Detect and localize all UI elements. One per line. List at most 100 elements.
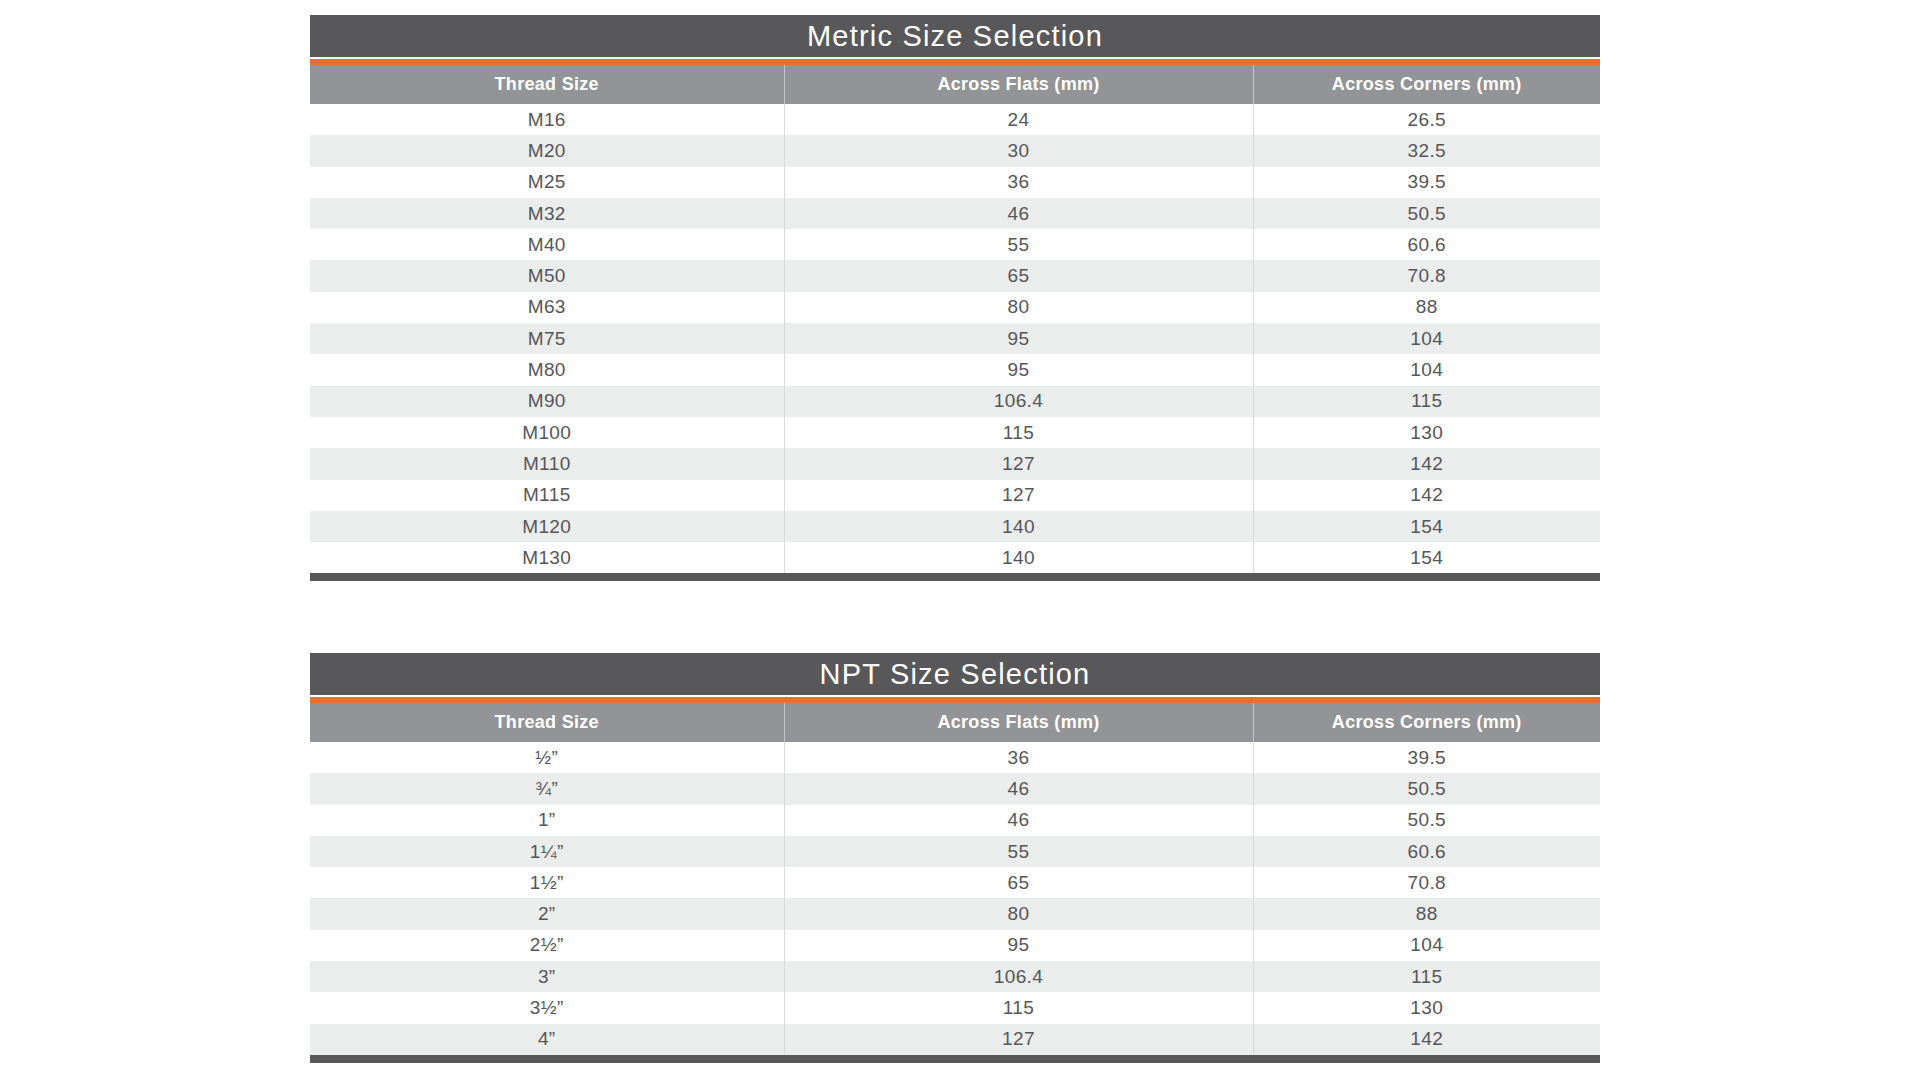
table-row: 1½”6570.8 [310, 867, 1600, 898]
table-cell: 46 [784, 773, 1253, 804]
column-header: Across Flats (mm) [784, 65, 1253, 104]
table-cell: 127 [784, 1024, 1253, 1055]
table-cell: 80 [784, 898, 1253, 929]
table-cell: 95 [784, 354, 1253, 385]
header-row: Thread SizeAcross Flats (mm)Across Corne… [310, 703, 1600, 742]
npt-table-grid: Thread SizeAcross Flats (mm)Across Corne… [310, 703, 1600, 1055]
table-cell: 127 [784, 448, 1253, 479]
table-cell: 60.6 [1253, 836, 1600, 867]
npt-table-header-row: Thread SizeAcross Flats (mm)Across Corne… [310, 703, 1600, 742]
table-cell: ¾” [310, 773, 784, 804]
table-cell: 80 [784, 292, 1253, 323]
table-row: 4”127142 [310, 1024, 1600, 1055]
table-cell: 154 [1253, 542, 1600, 573]
table-cell: 115 [784, 992, 1253, 1023]
table-cell: 60.6 [1253, 229, 1600, 260]
table-cell: 46 [784, 198, 1253, 229]
table-cell: 106.4 [784, 386, 1253, 417]
table-cell: 55 [784, 229, 1253, 260]
table-row: ¾”4650.5 [310, 773, 1600, 804]
table-cell: M115 [310, 480, 784, 511]
table-row: M638088 [310, 292, 1600, 323]
table-cell: 65 [784, 867, 1253, 898]
table-cell: 4” [310, 1024, 784, 1055]
table-cell: 32.5 [1253, 135, 1600, 166]
table-row: M7595104 [310, 323, 1600, 354]
table-cell: M80 [310, 354, 784, 385]
table-cell: 104 [1253, 323, 1600, 354]
table-cell: 50.5 [1253, 198, 1600, 229]
npt-table-title: NPT Size Selection [820, 660, 1091, 689]
table-cell: 50.5 [1253, 773, 1600, 804]
table-cell: 24 [784, 104, 1253, 135]
metric-size-table: Metric Size Selection Thread SizeAcross … [310, 15, 1600, 581]
table-bottom-bar [310, 1055, 1600, 1063]
table-row: 3”106.4115 [310, 961, 1600, 992]
table-cell: M50 [310, 260, 784, 291]
table-cell: 104 [1253, 930, 1600, 961]
table-cell: 46 [784, 805, 1253, 836]
table-cell: 1” [310, 805, 784, 836]
table-cell: 127 [784, 480, 1253, 511]
column-header: Across Corners (mm) [1253, 703, 1600, 742]
table-cell: 70.8 [1253, 867, 1600, 898]
table-row: ½”3639.5 [310, 742, 1600, 773]
table-cell: 50.5 [1253, 805, 1600, 836]
metric-table-title-bar: Metric Size Selection [310, 15, 1600, 59]
table-cell: 142 [1253, 448, 1600, 479]
table-cell: 88 [1253, 898, 1600, 929]
table-cell: M75 [310, 323, 784, 354]
table-row: M506570.8 [310, 260, 1600, 291]
table-cell: M16 [310, 104, 784, 135]
column-header: Thread Size [310, 65, 784, 104]
table-cell: M32 [310, 198, 784, 229]
table-cell: 88 [1253, 292, 1600, 323]
table-cell: 140 [784, 511, 1253, 542]
table-row: M130140154 [310, 542, 1600, 573]
table-cell: 3½” [310, 992, 784, 1023]
table-row: 2½”95104 [310, 930, 1600, 961]
table-row: M405560.6 [310, 229, 1600, 260]
table-cell: 154 [1253, 511, 1600, 542]
table-cell: 26.5 [1253, 104, 1600, 135]
table-bottom-bar [310, 573, 1600, 581]
table-row: 3½”115130 [310, 992, 1600, 1023]
table-cell: 115 [1253, 386, 1600, 417]
table-cell: 2” [310, 898, 784, 929]
table-cell: M20 [310, 135, 784, 166]
metric-table-title: Metric Size Selection [807, 22, 1103, 51]
table-cell: 115 [784, 417, 1253, 448]
table-cell: 95 [784, 323, 1253, 354]
table-cell: 104 [1253, 354, 1600, 385]
table-cell: 115 [1253, 961, 1600, 992]
metric-table-grid: Thread SizeAcross Flats (mm)Across Corne… [310, 65, 1600, 573]
table-cell: 70.8 [1253, 260, 1600, 291]
npt-size-table: NPT Size Selection Thread SizeAcross Fla… [310, 653, 1600, 1063]
table-row: M203032.5 [310, 135, 1600, 166]
table-cell: ½” [310, 742, 784, 773]
table-cell: M130 [310, 542, 784, 573]
table-cell: 1½” [310, 867, 784, 898]
table-cell: 142 [1253, 1024, 1600, 1055]
table-cell: 39.5 [1253, 742, 1600, 773]
table-row: M110127142 [310, 448, 1600, 479]
table-cell: 30 [784, 135, 1253, 166]
table-cell: 130 [1253, 417, 1600, 448]
table-row: M90106.4115 [310, 386, 1600, 417]
table-cell: M110 [310, 448, 784, 479]
table-cell: 95 [784, 930, 1253, 961]
table-cell: 55 [784, 836, 1253, 867]
table-row: M324650.5 [310, 198, 1600, 229]
table-row: M8095104 [310, 354, 1600, 385]
npt-table-body: ½”3639.5¾”4650.51”4650.51¼”5560.61½”6570… [310, 742, 1600, 1055]
table-row: M162426.5 [310, 104, 1600, 135]
table-cell: M25 [310, 167, 784, 198]
table-row: M253639.5 [310, 167, 1600, 198]
table-row: 1”4650.5 [310, 805, 1600, 836]
table-row: M120140154 [310, 511, 1600, 542]
table-cell: 36 [784, 167, 1253, 198]
table-row: 1¼”5560.6 [310, 836, 1600, 867]
metric-table-header-row: Thread SizeAcross Flats (mm)Across Corne… [310, 65, 1600, 104]
table-cell: M90 [310, 386, 784, 417]
table-cell: M63 [310, 292, 784, 323]
